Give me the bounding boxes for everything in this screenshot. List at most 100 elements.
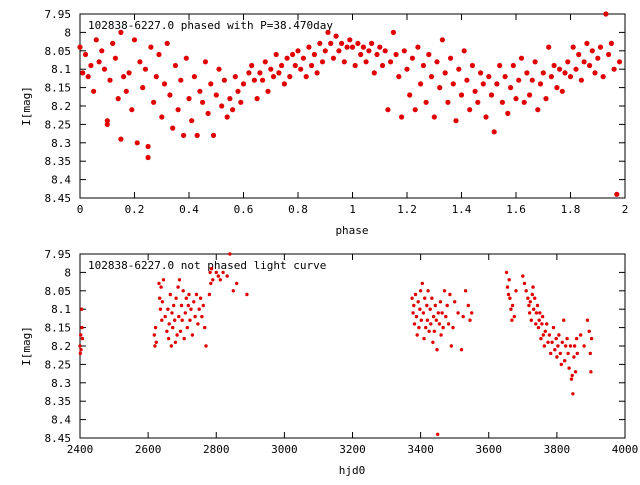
y-tick-label: 7.95 [45,248,72,261]
data-point [118,29,124,35]
data-point [260,77,266,83]
data-point [115,96,121,102]
data-point [309,62,315,69]
data-point [546,44,552,50]
data-point [273,51,279,58]
x-tick-label: 1.8 [561,203,581,216]
data-point [464,77,470,83]
data-point [550,340,554,344]
x-tick-label: 4000 [612,443,639,456]
data-point [238,99,244,105]
data-point [426,51,432,58]
data-point [445,303,449,308]
data-point [393,51,399,58]
data-point [279,62,285,69]
data-point [458,92,465,98]
data-point [330,55,336,61]
data-point [303,74,309,80]
data-point [213,92,219,98]
data-point [526,296,530,300]
x-tick-label: 3600 [476,443,503,456]
data-point [540,322,544,326]
data-point [290,51,296,58]
y-tick-label: 8.2 [51,340,71,353]
data-point [433,303,437,308]
data-point [80,307,84,311]
data-point [428,307,432,311]
data-point [246,70,252,76]
data-point [573,66,579,72]
data-point [439,37,445,43]
data-point [176,285,180,289]
data-point [231,289,235,293]
data-point [77,44,83,50]
data-point [512,314,516,319]
data-point [158,307,163,311]
data-point [205,110,211,116]
data-point [597,44,604,50]
data-point [461,48,467,54]
data-point [572,344,577,348]
data-point [448,292,452,297]
data-point [541,333,545,337]
data-point [587,62,593,69]
data-point [235,88,241,94]
data-point [158,296,162,300]
data-point [129,107,135,113]
data-point [576,51,582,58]
data-point [478,70,484,76]
data-point [79,333,83,337]
data-point [322,48,328,54]
data-point [166,307,170,311]
data-point [557,66,563,72]
phased-plot-points [77,11,623,197]
data-point [145,143,151,150]
data-point [537,318,541,322]
x-tick-label: 3800 [544,443,571,456]
data-point [413,292,418,297]
data-point [506,292,511,297]
data-point [209,267,214,271]
data-point [164,40,170,47]
y-tick-label: 8.35 [45,155,72,168]
data-point [112,55,118,61]
data-point [589,48,595,54]
data-point [589,370,593,374]
x-tick-label: 1.4 [452,203,472,216]
data-point [287,74,293,80]
data-point [416,300,420,304]
data-point [292,62,298,69]
data-point [160,300,165,304]
data-point [438,300,443,304]
data-point [319,59,326,65]
data-point [189,118,195,124]
y-tick-label: 8.35 [45,395,72,408]
data-point [453,118,459,124]
data-point [537,81,544,87]
data-point [514,289,518,293]
data-point [430,296,434,300]
data-point [88,62,94,69]
data-point [175,333,179,337]
data-point [568,344,573,348]
data-point [107,77,113,83]
data-point [194,292,199,297]
data-point [404,66,410,72]
data-point [535,107,541,113]
data-point [559,88,565,94]
y-tick-label: 8.4 [51,414,71,427]
data-point [461,314,465,319]
data-point [249,62,255,69]
data-point [554,336,558,341]
x-tick-label: 1.2 [397,203,417,216]
data-point [562,318,566,322]
data-point [401,48,407,54]
data-point [533,296,537,300]
data-point [437,85,443,91]
data-point [270,74,277,80]
y-tick-label: 8.45 [45,192,72,205]
data-point [204,344,208,348]
data-point [363,59,369,65]
data-point [388,59,394,65]
data-point [181,289,185,293]
